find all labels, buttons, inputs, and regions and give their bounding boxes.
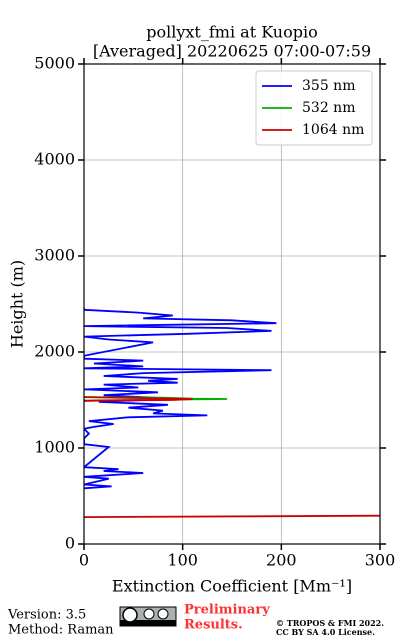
- plot-frame: [83, 63, 381, 545]
- x-tick-label: 200: [266, 551, 297, 570]
- method: Method: Raman: [8, 623, 114, 638]
- y-axis-label: Height (m): [8, 260, 27, 348]
- profile-line: [84, 396, 380, 518]
- y-tick-label: 1000: [34, 438, 75, 457]
- y-tick-label: 4000: [34, 150, 75, 169]
- cc-badge: [119, 606, 177, 627]
- preliminary-note: Preliminary: [184, 603, 270, 618]
- y-tick-label: 3000: [34, 246, 75, 265]
- legend-box: [255, 70, 373, 146]
- chart-title: pollyxt_fmi at Kuopio: [146, 23, 317, 42]
- y-tick-label: 2000: [34, 342, 75, 361]
- x-tick-label: 100: [167, 551, 198, 570]
- x-axis-label: Extinction Coefficient [Mm⁻¹]: [112, 577, 352, 596]
- x-tick-label: 300: [365, 551, 396, 570]
- x-tick-label: 0: [79, 551, 89, 570]
- legend-label: 532 nm: [302, 100, 355, 116]
- y-tick-label: 0: [65, 534, 75, 553]
- copyright: © TROPOS & FMI 2022.: [276, 618, 384, 628]
- profile-line: [84, 307, 277, 490]
- chart-subtitle: [Averaged] 20220625 07:00-07:59: [93, 42, 371, 61]
- preliminary-note: Results.: [184, 618, 243, 633]
- legend-label: 355 nm: [302, 78, 355, 94]
- legend-label: 1064 nm: [302, 122, 364, 138]
- license: CC BY SA 4.0 License.: [276, 627, 375, 637]
- y-tick-label: 5000: [34, 54, 75, 73]
- version: Version: 3.5: [7, 608, 86, 623]
